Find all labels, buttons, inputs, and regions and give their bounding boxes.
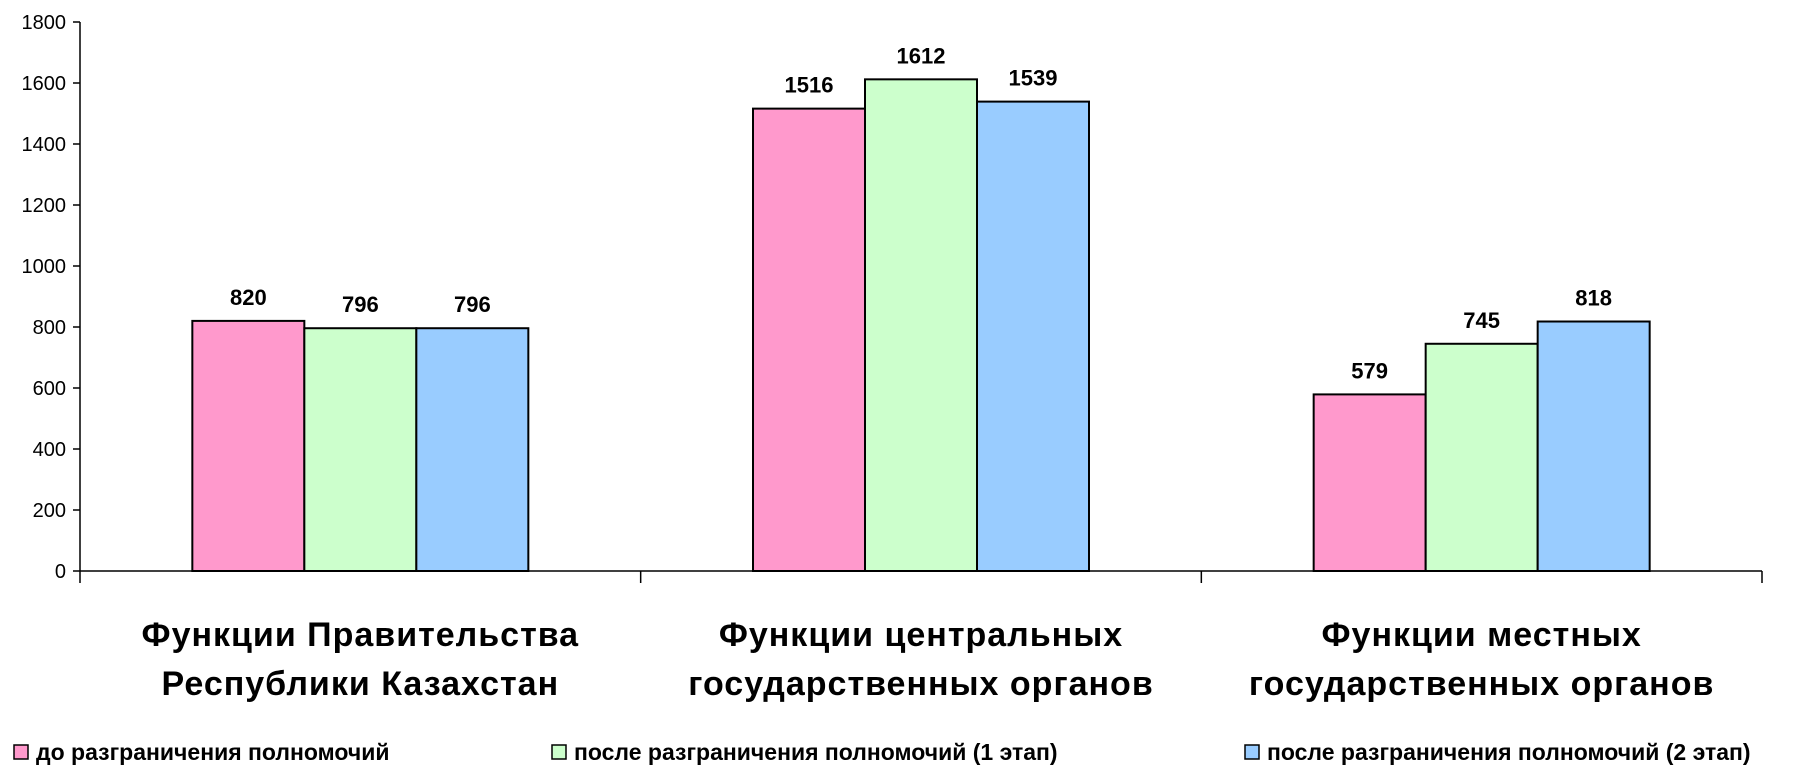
data-label: 820 (230, 285, 267, 310)
legend: до разграничения полномочий после разгран… (13, 739, 1751, 765)
data-label: 579 (1351, 358, 1388, 383)
bars (191, 78, 1651, 573)
legend-entry: после разграничения полномочий (2 этап) (1267, 739, 1751, 765)
y-tick-label: 800 (33, 317, 66, 339)
bar (191, 319, 306, 572)
bar (976, 100, 1090, 572)
y-tick-label: 1600 (22, 73, 67, 95)
legend-swatch (1244, 744, 1260, 760)
data-labels: 820 796 796 1516 1612 1539 579 745 818 (230, 43, 1612, 383)
bar (303, 327, 418, 572)
category-label: Республики Казахстан (162, 665, 560, 703)
legend-swatch (13, 744, 29, 760)
category-label: государственных органов (688, 665, 1153, 703)
data-label: 796 (454, 292, 491, 317)
category-label: Функции местных (1322, 616, 1642, 654)
bar (752, 107, 866, 573)
data-label: 1612 (897, 43, 946, 68)
y-tick-label: 0 (55, 561, 66, 583)
y-tick-label: 400 (33, 439, 66, 461)
bar (1424, 342, 1539, 572)
bar (1536, 320, 1651, 573)
y-axis: 0 200 400 600 800 1000 1200 1400 1600 1800 (22, 12, 81, 583)
legend-swatch (551, 744, 567, 760)
category-label: Функции Правительства (142, 616, 580, 654)
legend-entry: до разграничения полномочий (36, 739, 389, 765)
category-label: Функции центральных (719, 616, 1123, 654)
data-label: 1539 (1009, 66, 1058, 91)
y-tick-label: 600 (33, 378, 66, 400)
category-labels: Функции Правительства Республики Казахста… (142, 616, 1714, 703)
y-tick-label: 1200 (22, 195, 67, 217)
bar (415, 327, 530, 572)
y-tick-label: 1000 (22, 256, 67, 278)
y-tick-label: 1400 (22, 134, 67, 156)
legend-entry: после разграничения полномочий (1 этап) (574, 739, 1058, 765)
data-label: 818 (1575, 286, 1612, 311)
y-tick-label: 1800 (22, 12, 67, 34)
category-label: государственных органов (1249, 665, 1714, 703)
bar (864, 78, 978, 572)
data-label: 796 (342, 292, 379, 317)
data-label: 745 (1463, 308, 1500, 333)
data-label: 1516 (785, 73, 834, 98)
bar (1312, 393, 1427, 572)
y-tick-label: 200 (33, 500, 66, 522)
x-axis (79, 570, 1763, 583)
